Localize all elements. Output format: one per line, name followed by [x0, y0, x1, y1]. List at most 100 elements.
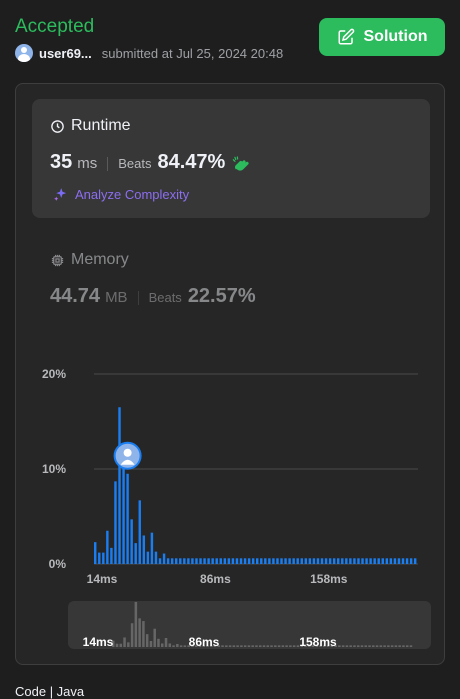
chart-bar[interactable]: [227, 558, 231, 564]
chart-bar[interactable]: [320, 558, 324, 564]
solution-button[interactable]: Solution: [319, 18, 445, 56]
minimap-bar: [311, 645, 315, 647]
minimap-bar: [176, 644, 179, 647]
chart-bar[interactable]: [223, 558, 227, 564]
username[interactable]: user69...: [39, 45, 92, 61]
chart-bar[interactable]: [175, 558, 178, 564]
runtime-card[interactable]: Runtime 35 ms Beats 84.47% Analyze Compl…: [32, 99, 430, 218]
chart-bar[interactable]: [256, 558, 259, 564]
runtime-beats-value: 84.47%: [157, 151, 226, 173]
chart-bar[interactable]: [353, 558, 356, 564]
chart-bar[interactable]: [98, 552, 101, 564]
user-avatar-icon[interactable]: [15, 44, 33, 62]
minimap-bar: [247, 645, 251, 647]
chart-bar[interactable]: [142, 535, 146, 565]
chart-bar[interactable]: [134, 543, 137, 564]
chart-bar[interactable]: [146, 551, 150, 564]
chart-bar[interactable]: [118, 407, 121, 564]
chart-bar[interactable]: [207, 558, 210, 564]
chart-bar[interactable]: [377, 558, 380, 564]
minimap-bar: [292, 645, 296, 647]
analyze-complexity-link[interactable]: Analyze Complexity: [52, 186, 189, 203]
chart-bar[interactable]: [138, 500, 141, 564]
chart-bar[interactable]: [300, 558, 303, 564]
chart-bar[interactable]: [312, 558, 316, 564]
minimap-bar: [375, 645, 379, 647]
chart-bar[interactable]: [316, 558, 320, 564]
chart-bar[interactable]: [280, 558, 283, 564]
chart-bar[interactable]: [102, 552, 105, 564]
chart-bar[interactable]: [324, 558, 328, 564]
chart-bar[interactable]: [349, 558, 352, 564]
chart-bar[interactable]: [401, 558, 405, 564]
chart-bar[interactable]: [191, 558, 194, 564]
chart-bar[interactable]: [361, 558, 364, 564]
chart-bar[interactable]: [284, 558, 287, 564]
chart-bar[interactable]: [114, 481, 117, 564]
chart-bar[interactable]: [231, 558, 235, 564]
chart-bar[interactable]: [243, 558, 247, 564]
chart-bar[interactable]: [332, 558, 336, 564]
chart-bar[interactable]: [389, 558, 393, 564]
chart-bar[interactable]: [170, 558, 174, 564]
chart-bar[interactable]: [385, 558, 389, 564]
chart-bar[interactable]: [341, 558, 344, 564]
chart-bar[interactable]: [409, 558, 413, 564]
distribution-minimap[interactable]: 14ms 86ms 158ms: [68, 601, 431, 649]
chart-bar[interactable]: [345, 558, 348, 564]
minimap-x-tick-label: 14ms: [83, 635, 114, 649]
chart-bar[interactable]: [251, 558, 255, 564]
chart-bar[interactable]: [268, 558, 271, 564]
chart-bar[interactable]: [150, 532, 154, 564]
chart-bar[interactable]: [272, 558, 275, 564]
chart-bar[interactable]: [126, 473, 129, 564]
runtime-distribution-chart[interactable]: 0% 10% 20% 14ms 86ms 158ms: [16, 364, 446, 584]
chart-bar[interactable]: [158, 558, 162, 564]
chart-bar[interactable]: [405, 558, 409, 564]
chart-bar[interactable]: [337, 558, 340, 564]
chart-bar[interactable]: [413, 558, 417, 564]
chart-bar[interactable]: [288, 558, 291, 564]
chart-bar[interactable]: [308, 558, 312, 564]
chart-bar[interactable]: [219, 558, 222, 564]
memory-card[interactable]: Memory 44.74 MB Beats 22.57%: [50, 249, 430, 309]
chart-bar[interactable]: [328, 558, 332, 564]
chart-bar[interactable]: [260, 558, 263, 564]
chart-bar[interactable]: [369, 558, 372, 564]
chart-bar[interactable]: [94, 542, 97, 564]
chart-bar[interactable]: [106, 530, 109, 564]
chart-bar[interactable]: [195, 558, 198, 564]
chart-bar[interactable]: [203, 558, 206, 564]
minimap-bar: [266, 645, 270, 647]
chart-bar[interactable]: [247, 558, 251, 564]
chart-bar[interactable]: [239, 558, 243, 564]
chart-bar[interactable]: [393, 558, 397, 564]
chart-bar[interactable]: [187, 558, 190, 564]
chart-bar[interactable]: [296, 558, 299, 564]
chart-bar[interactable]: [304, 558, 308, 564]
chart-bar[interactable]: [397, 558, 401, 564]
chart-bar[interactable]: [183, 558, 186, 564]
chart-bar[interactable]: [276, 558, 279, 564]
chart-bar[interactable]: [211, 558, 214, 564]
chart-bar[interactable]: [373, 558, 376, 564]
chart-bar[interactable]: [179, 558, 182, 564]
chart-bar[interactable]: [166, 558, 170, 564]
chart-bar[interactable]: [264, 558, 267, 564]
chart-bar[interactable]: [130, 519, 133, 564]
chart-bar[interactable]: [235, 558, 239, 564]
chart-bar[interactable]: [215, 558, 218, 564]
chart-bar[interactable]: [122, 464, 125, 564]
chart-bar[interactable]: [292, 558, 295, 564]
chart-bar[interactable]: [357, 558, 360, 564]
minimap-bar: [198, 645, 202, 647]
chart-bar[interactable]: [110, 547, 113, 564]
chart-bar[interactable]: [365, 558, 368, 564]
chart-bar[interactable]: [199, 558, 202, 564]
chart-bar[interactable]: [154, 551, 158, 564]
memory-metric: 44.74 MB Beats 22.57%: [50, 285, 256, 311]
chart-bar[interactable]: [381, 558, 384, 564]
my-submission-avatar-icon[interactable]: [113, 441, 142, 470]
minimap-bar: [142, 621, 145, 647]
chart-bar[interactable]: [162, 553, 166, 564]
